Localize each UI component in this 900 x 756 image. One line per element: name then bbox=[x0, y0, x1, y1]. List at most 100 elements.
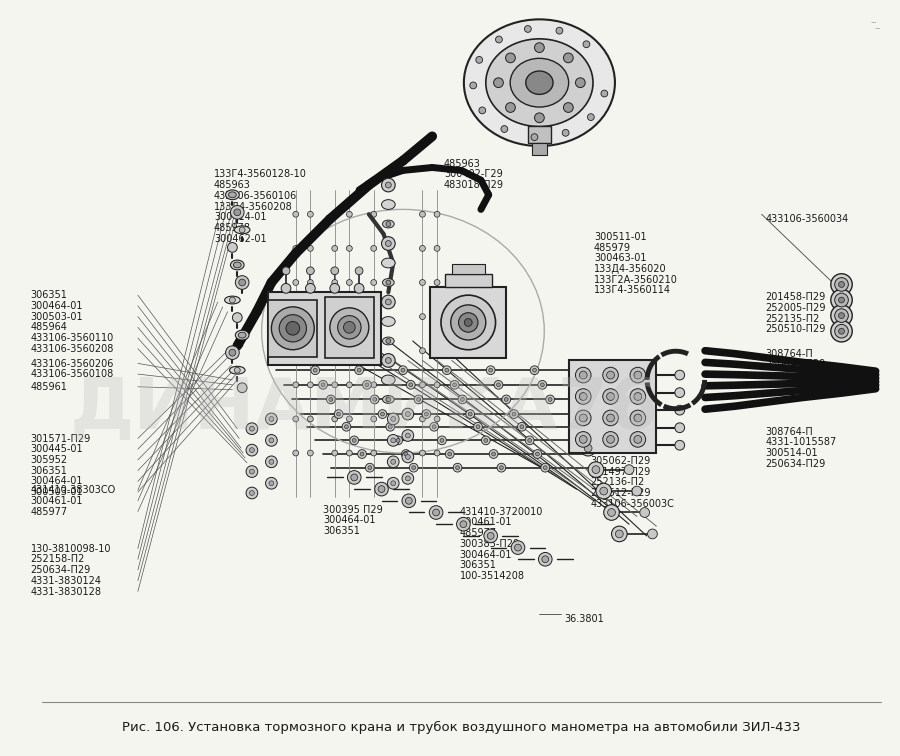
Circle shape bbox=[310, 366, 320, 374]
Circle shape bbox=[405, 476, 410, 481]
Circle shape bbox=[234, 367, 240, 373]
Ellipse shape bbox=[510, 58, 569, 107]
Circle shape bbox=[371, 280, 376, 286]
Circle shape bbox=[332, 450, 338, 456]
Circle shape bbox=[839, 313, 844, 318]
Circle shape bbox=[433, 509, 439, 516]
Circle shape bbox=[434, 280, 440, 286]
Circle shape bbox=[399, 366, 408, 374]
Circle shape bbox=[461, 398, 464, 401]
Circle shape bbox=[607, 392, 615, 401]
Circle shape bbox=[381, 412, 384, 416]
Circle shape bbox=[357, 368, 361, 372]
Text: 250634-П29: 250634-П29 bbox=[766, 360, 826, 370]
Text: 133Г4-3560114: 133Г4-3560114 bbox=[594, 286, 671, 296]
Circle shape bbox=[385, 299, 392, 305]
Text: 300402-Г29: 300402-Г29 bbox=[444, 169, 502, 179]
Text: 300445-01: 300445-01 bbox=[31, 445, 84, 454]
Text: 300514-01: 300514-01 bbox=[766, 448, 818, 458]
Circle shape bbox=[269, 438, 274, 443]
Circle shape bbox=[616, 443, 626, 453]
Circle shape bbox=[458, 395, 467, 404]
Wedge shape bbox=[662, 403, 691, 411]
Text: 300464-01: 300464-01 bbox=[31, 476, 83, 486]
Text: 306351: 306351 bbox=[31, 290, 68, 300]
Circle shape bbox=[473, 423, 482, 431]
Circle shape bbox=[675, 405, 685, 415]
Circle shape bbox=[356, 267, 363, 274]
Circle shape bbox=[501, 125, 508, 132]
Text: 308764-П: 308764-П bbox=[766, 426, 814, 437]
Circle shape bbox=[502, 395, 510, 404]
Circle shape bbox=[831, 290, 852, 311]
Text: 133Д4-356020: 133Д4-356020 bbox=[594, 264, 667, 274]
Circle shape bbox=[308, 348, 313, 354]
Circle shape bbox=[575, 411, 591, 426]
Circle shape bbox=[405, 454, 410, 460]
Bar bbox=[430, 287, 507, 358]
Ellipse shape bbox=[230, 260, 244, 270]
Circle shape bbox=[386, 397, 391, 402]
Circle shape bbox=[346, 416, 352, 422]
Text: 431410-38303СО: 431410-38303СО bbox=[31, 485, 116, 495]
Circle shape bbox=[365, 463, 374, 472]
Text: 252158-П2: 252158-П2 bbox=[31, 554, 85, 565]
Circle shape bbox=[535, 113, 544, 122]
Circle shape bbox=[346, 246, 352, 251]
Circle shape bbox=[422, 410, 431, 418]
Circle shape bbox=[834, 308, 849, 323]
Circle shape bbox=[470, 82, 477, 89]
Circle shape bbox=[401, 450, 410, 458]
Wedge shape bbox=[691, 380, 707, 405]
Circle shape bbox=[249, 491, 255, 495]
Circle shape bbox=[330, 284, 339, 293]
Circle shape bbox=[440, 438, 444, 442]
Circle shape bbox=[332, 314, 338, 320]
Circle shape bbox=[434, 416, 440, 422]
Circle shape bbox=[434, 382, 440, 388]
Circle shape bbox=[434, 348, 440, 354]
Circle shape bbox=[518, 423, 526, 431]
Circle shape bbox=[460, 521, 467, 528]
Circle shape bbox=[346, 212, 352, 217]
Circle shape bbox=[292, 246, 299, 251]
Circle shape bbox=[404, 452, 408, 456]
Wedge shape bbox=[644, 355, 661, 380]
Circle shape bbox=[346, 280, 352, 286]
Text: 300462-01: 300462-01 bbox=[214, 234, 266, 243]
Circle shape bbox=[350, 436, 358, 445]
Circle shape bbox=[292, 212, 299, 217]
Circle shape bbox=[634, 414, 642, 422]
Circle shape bbox=[491, 452, 496, 456]
Circle shape bbox=[232, 313, 242, 323]
Circle shape bbox=[575, 432, 591, 448]
Circle shape bbox=[607, 371, 615, 379]
Circle shape bbox=[332, 212, 338, 217]
Ellipse shape bbox=[229, 192, 237, 198]
Circle shape bbox=[533, 368, 536, 372]
Circle shape bbox=[282, 267, 290, 274]
Circle shape bbox=[604, 505, 619, 520]
Ellipse shape bbox=[464, 20, 615, 146]
Circle shape bbox=[634, 392, 642, 401]
Text: 36.3801: 36.3801 bbox=[564, 614, 605, 624]
Circle shape bbox=[292, 416, 299, 422]
Circle shape bbox=[538, 380, 546, 389]
Text: 201497-П29: 201497-П29 bbox=[590, 466, 651, 477]
Circle shape bbox=[386, 423, 395, 431]
Circle shape bbox=[458, 313, 478, 332]
Circle shape bbox=[279, 314, 307, 342]
Text: 485977: 485977 bbox=[460, 528, 497, 538]
Circle shape bbox=[476, 425, 480, 429]
Circle shape bbox=[556, 27, 562, 34]
Text: 485978: 485978 bbox=[214, 223, 251, 233]
Circle shape bbox=[484, 438, 488, 442]
Circle shape bbox=[269, 460, 274, 464]
Ellipse shape bbox=[226, 190, 239, 200]
Circle shape bbox=[402, 494, 416, 507]
Circle shape bbox=[386, 339, 391, 343]
Circle shape bbox=[466, 410, 474, 418]
Circle shape bbox=[229, 349, 236, 356]
Circle shape bbox=[363, 380, 372, 389]
Circle shape bbox=[387, 413, 399, 425]
